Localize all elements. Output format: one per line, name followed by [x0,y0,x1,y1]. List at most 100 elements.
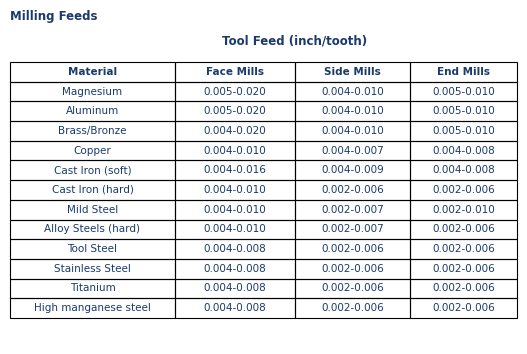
Text: 0.004-0.010: 0.004-0.010 [321,126,384,136]
Text: 0.004-0.008: 0.004-0.008 [432,165,495,175]
Text: 0.002-0.006: 0.002-0.006 [432,303,495,313]
Text: 0.002-0.006: 0.002-0.006 [321,264,384,274]
Bar [175,259,295,279]
Text: Copper: Copper [74,145,111,156]
Bar [295,121,410,141]
Bar [295,82,410,101]
Bar [175,298,295,318]
Bar [295,62,410,82]
Bar [295,298,410,318]
Text: Milling Feeds: Milling Feeds [10,10,97,23]
Bar [10,259,175,279]
Text: Magnesium: Magnesium [62,86,123,97]
Bar [295,219,410,239]
Text: Titanium: Titanium [70,284,115,293]
Text: 0.002-0.006: 0.002-0.006 [321,303,384,313]
Text: Face Mills: Face Mills [206,67,264,77]
Bar [10,298,175,318]
Text: Material: Material [68,67,117,77]
Text: 0.005-0.010: 0.005-0.010 [432,126,495,136]
Bar [410,200,517,219]
Text: 0.004-0.008: 0.004-0.008 [203,264,266,274]
Text: Aluminum: Aluminum [66,106,119,116]
Bar [175,62,295,82]
Text: Cast Iron (hard): Cast Iron (hard) [52,185,133,195]
Bar [410,279,517,298]
Text: 0.004-0.008: 0.004-0.008 [203,303,266,313]
Bar [10,239,175,259]
Bar [410,101,517,121]
Bar [410,160,517,180]
Text: 0.005-0.010: 0.005-0.010 [432,86,495,97]
Text: 0.004-0.007: 0.004-0.007 [321,145,384,156]
Text: Side Mills: Side Mills [324,67,381,77]
Text: 0.002-0.010: 0.002-0.010 [432,205,495,215]
Text: 0.002-0.006: 0.002-0.006 [321,244,384,254]
Text: 0.004-0.010: 0.004-0.010 [203,205,266,215]
Bar [410,82,517,101]
Bar [10,180,175,200]
Text: 0.004-0.010: 0.004-0.010 [321,106,384,116]
Text: 0.002-0.007: 0.002-0.007 [321,224,384,234]
Text: Brass/Bronze: Brass/Bronze [58,126,127,136]
Bar [10,82,175,101]
Text: 0.004-0.016: 0.004-0.016 [203,165,267,175]
Text: Mild Steel: Mild Steel [67,205,118,215]
Bar [410,62,517,82]
Text: 0.002-0.006: 0.002-0.006 [432,244,495,254]
Bar [295,141,410,160]
Text: Alloy Steels (hard): Alloy Steels (hard) [44,224,141,234]
Bar [295,239,410,259]
Text: 0.005-0.010: 0.005-0.010 [432,106,495,116]
Bar [295,279,410,298]
Bar [175,279,295,298]
Bar [175,219,295,239]
Bar [410,141,517,160]
Text: 0.002-0.006: 0.002-0.006 [321,284,384,293]
Bar [410,219,517,239]
Text: 0.004-0.020: 0.004-0.020 [203,126,266,136]
Bar [10,200,175,219]
Bar [10,62,175,82]
Text: 0.004-0.010: 0.004-0.010 [321,86,384,97]
Bar [410,239,517,259]
Text: 0.004-0.009: 0.004-0.009 [321,165,384,175]
Text: 0.004-0.008: 0.004-0.008 [203,244,266,254]
Bar [10,101,175,121]
Bar [10,219,175,239]
Text: Tool Steel: Tool Steel [67,244,118,254]
Bar [10,141,175,160]
Text: 0.005-0.020: 0.005-0.020 [203,106,266,116]
Text: 0.004-0.008: 0.004-0.008 [432,145,495,156]
Bar [175,160,295,180]
Bar [410,298,517,318]
Bar [10,279,175,298]
Bar [410,121,517,141]
Text: 0.002-0.006: 0.002-0.006 [321,185,384,195]
Text: 0.004-0.010: 0.004-0.010 [203,145,266,156]
Text: Cast Iron (soft): Cast Iron (soft) [54,165,131,175]
Bar [175,180,295,200]
Bar [175,239,295,259]
Text: Tool Feed (inch/tooth): Tool Feed (inch/tooth) [222,35,367,48]
Text: 0.005-0.020: 0.005-0.020 [203,86,266,97]
Text: High manganese steel: High manganese steel [34,303,151,313]
Bar [410,180,517,200]
Bar [175,200,295,219]
Bar [175,82,295,101]
Text: 0.002-0.006: 0.002-0.006 [432,264,495,274]
Text: 0.002-0.006: 0.002-0.006 [432,284,495,293]
Bar [175,121,295,141]
Bar [10,121,175,141]
Bar [295,180,410,200]
Text: 0.004-0.010: 0.004-0.010 [203,185,266,195]
Bar [295,101,410,121]
Text: 0.002-0.006: 0.002-0.006 [432,224,495,234]
Bar [295,259,410,279]
Bar [175,141,295,160]
Bar [410,259,517,279]
Bar [295,160,410,180]
Text: 0.004-0.008: 0.004-0.008 [203,284,266,293]
Text: 0.002-0.007: 0.002-0.007 [321,205,384,215]
Text: 0.002-0.006: 0.002-0.006 [432,185,495,195]
